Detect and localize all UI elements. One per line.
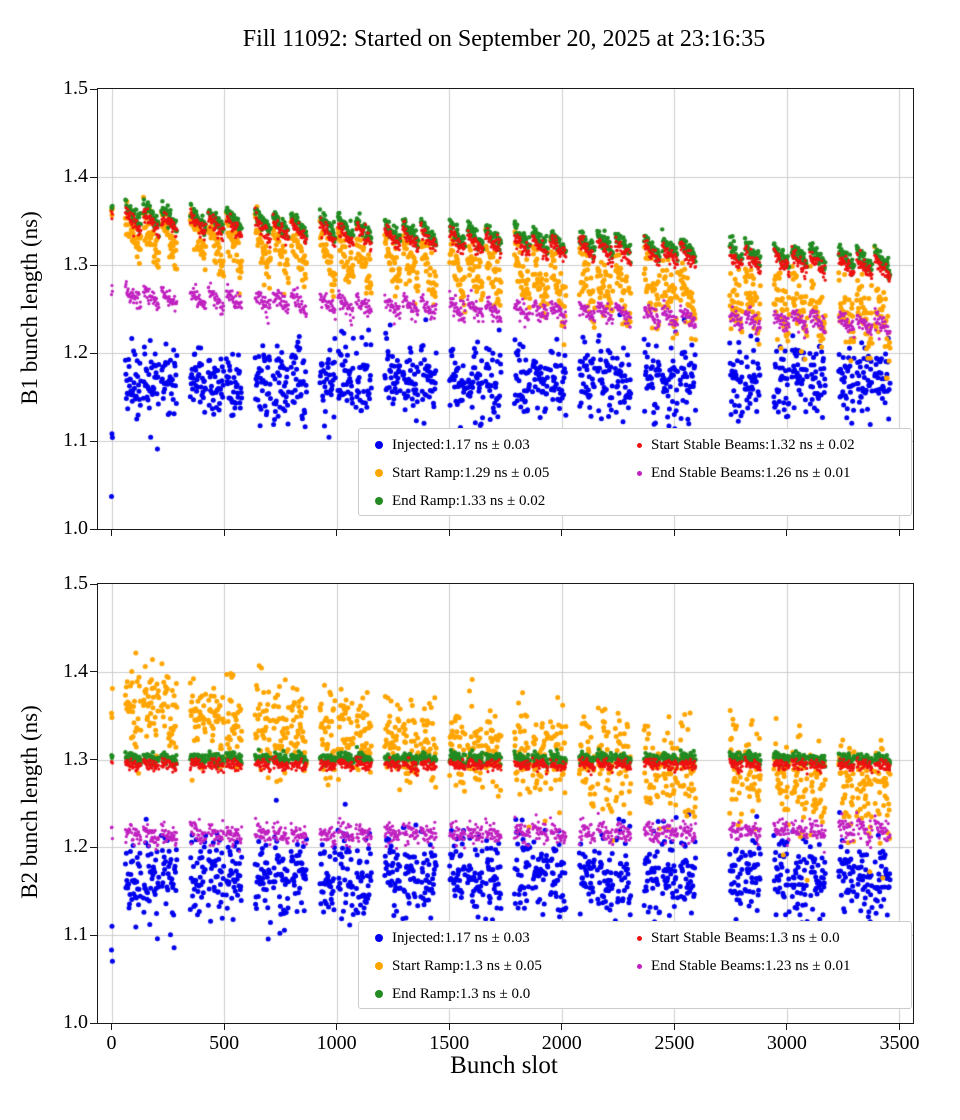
end-ramp-marker-icon bbox=[375, 497, 383, 505]
y-tick-label: 1.2 bbox=[63, 341, 88, 363]
y-tick-label: 1.4 bbox=[63, 165, 88, 187]
x-tick-mark bbox=[223, 529, 225, 536]
x-tick-mark bbox=[561, 529, 563, 536]
start-stable-beams-marker-icon bbox=[637, 935, 642, 941]
x-tick-label: 2000 bbox=[541, 1032, 582, 1054]
injected-marker-icon bbox=[375, 934, 383, 942]
figure-title: Fill 11092: Started on September 20, 202… bbox=[242, 26, 766, 52]
y-tick-mark bbox=[90, 846, 97, 848]
end-stable-beams-marker-icon bbox=[637, 470, 642, 476]
x-tick-label: 3000 bbox=[766, 1032, 807, 1054]
injected-marker-icon bbox=[375, 441, 383, 449]
x-tick-mark bbox=[786, 1023, 788, 1030]
legend-item: Injected:1.17 ns ± 0.03 bbox=[375, 431, 549, 459]
x-tick-mark bbox=[448, 529, 450, 536]
x-axis-label: Bunch slot bbox=[450, 1052, 558, 1079]
y-tick-mark bbox=[90, 88, 97, 90]
legend-item: Start Stable Beams:1.3 ns ± 0.0 bbox=[637, 924, 850, 952]
legend-label: Start Stable Beams:1.32 ns ± 0.02 bbox=[651, 436, 855, 453]
end-ramp-marker-icon bbox=[375, 990, 383, 998]
plot-b2: 1.0 1.1 1.2 1.3 1.4 1.5 0 500 1000 1500 2000 2500 30… bbox=[63, 572, 919, 1054]
y-tick-label: 1.3 bbox=[63, 253, 88, 275]
x-tick-mark bbox=[111, 1023, 112, 1030]
x-tick-mark bbox=[898, 529, 900, 536]
x-tick-label: 3500 bbox=[879, 1032, 920, 1054]
legend-item: Start Ramp:1.3 ns ± 0.05 bbox=[375, 952, 542, 980]
y-tick-mark bbox=[90, 759, 97, 761]
y-axis-label-b2: B2 bunch length (ns) bbox=[17, 705, 42, 899]
y-tick-label: 1.5 bbox=[63, 77, 88, 99]
y-tick-label: 1.0 bbox=[63, 517, 88, 539]
y-tick-mark bbox=[90, 440, 97, 442]
legend-label: Start Ramp:1.29 ns ± 0.05 bbox=[392, 464, 550, 481]
start-stable-beams-marker-icon bbox=[637, 442, 642, 448]
y-tick-label: 1.1 bbox=[63, 923, 88, 946]
legend-label: Injected:1.17 ns ± 0.03 bbox=[392, 929, 530, 946]
legend-item: End Ramp:1.33 ns ± 0.02 bbox=[375, 487, 549, 515]
y-tick-label: 1.2 bbox=[63, 835, 88, 858]
y-tick-mark bbox=[90, 671, 97, 673]
y-tick-label: 1.5 bbox=[63, 572, 88, 594]
legend-item: Injected:1.17 ns ± 0.03 bbox=[375, 924, 542, 952]
legend-label: Start Ramp:1.3 ns ± 0.05 bbox=[392, 957, 542, 974]
x-tick-label: 2500 bbox=[654, 1032, 695, 1054]
y-tick-mark bbox=[90, 528, 97, 530]
x-tick-mark bbox=[448, 1023, 450, 1030]
y-axis-label-b1: B1 bunch length (ns) bbox=[17, 211, 42, 405]
legend-item: End Stable Beams:1.26 ns ± 0.01 bbox=[637, 459, 855, 487]
legend-label: End Stable Beams:1.26 ns ± 0.01 bbox=[651, 464, 851, 481]
x-tick-mark bbox=[223, 1023, 225, 1030]
y-tick-label: 1.3 bbox=[63, 747, 88, 770]
start-ramp-marker-icon bbox=[375, 962, 383, 970]
x-tick-mark bbox=[898, 1023, 900, 1030]
x-tick-mark bbox=[336, 1023, 338, 1030]
legend-item: Start Ramp:1.29 ns ± 0.05 bbox=[375, 459, 549, 487]
start-ramp-marker-icon bbox=[375, 469, 383, 477]
end-stable-beams-marker-icon bbox=[637, 963, 642, 969]
legend: Injected:1.17 ns ± 0.03 Start Ramp:1.3 ns… bbox=[358, 921, 912, 1009]
x-tick-label: 500 bbox=[209, 1032, 240, 1054]
y-tick-label: 1.1 bbox=[63, 429, 88, 451]
x-tick-mark bbox=[673, 1023, 675, 1030]
x-tick-label: 0 bbox=[106, 1032, 117, 1054]
legend-label: Start Stable Beams:1.3 ns ± 0.0 bbox=[651, 929, 840, 946]
x-tick-label: 1000 bbox=[316, 1032, 357, 1054]
legend-item: End Stable Beams:1.23 ns ± 0.01 bbox=[637, 952, 850, 980]
x-tick-mark bbox=[111, 529, 112, 536]
x-tick-mark bbox=[561, 1023, 563, 1030]
legend-column: Start Stable Beams:1.32 ns ± 0.02 End Sta… bbox=[637, 431, 855, 487]
y-tick-label: 1.4 bbox=[63, 659, 88, 682]
legend-item: Start Stable Beams:1.32 ns ± 0.02 bbox=[637, 431, 855, 459]
legend-label: End Stable Beams:1.23 ns ± 0.01 bbox=[651, 957, 851, 974]
y-tick-mark bbox=[90, 934, 97, 936]
y-tick-mark bbox=[90, 264, 97, 266]
x-tick-mark bbox=[673, 529, 675, 536]
y-tick-label: 1.0 bbox=[63, 1011, 88, 1033]
legend-item: End Ramp:1.3 ns ± 0.0 bbox=[375, 980, 542, 1008]
legend-column: Injected:1.17 ns ± 0.03 Start Ramp:1.29 n… bbox=[375, 431, 549, 515]
y-tick-mark bbox=[90, 352, 97, 354]
legend-label: End Ramp:1.3 ns ± 0.0 bbox=[392, 985, 531, 1002]
x-tick-label: 1500 bbox=[429, 1032, 470, 1054]
y-tick-mark bbox=[90, 1022, 97, 1024]
plot-b1: 1.0 1.1 1.2 1.3 1.4 1.5 Injected:1.17 ns ± 0.0… bbox=[63, 77, 914, 539]
legend-column: Start Stable Beams:1.3 ns ± 0.0 End Stabl… bbox=[637, 924, 850, 980]
legend: Injected:1.17 ns ± 0.03 Start Ramp:1.29 n… bbox=[358, 428, 912, 516]
legend-label: Injected:1.17 ns ± 0.03 bbox=[392, 436, 530, 453]
legend-column: Injected:1.17 ns ± 0.03 Start Ramp:1.3 ns… bbox=[375, 924, 542, 1008]
y-tick-mark bbox=[90, 583, 97, 585]
y-tick-mark bbox=[90, 176, 97, 178]
x-tick-mark bbox=[786, 529, 788, 536]
legend-label: End Ramp:1.33 ns ± 0.02 bbox=[392, 492, 546, 509]
x-tick-mark bbox=[336, 529, 338, 536]
